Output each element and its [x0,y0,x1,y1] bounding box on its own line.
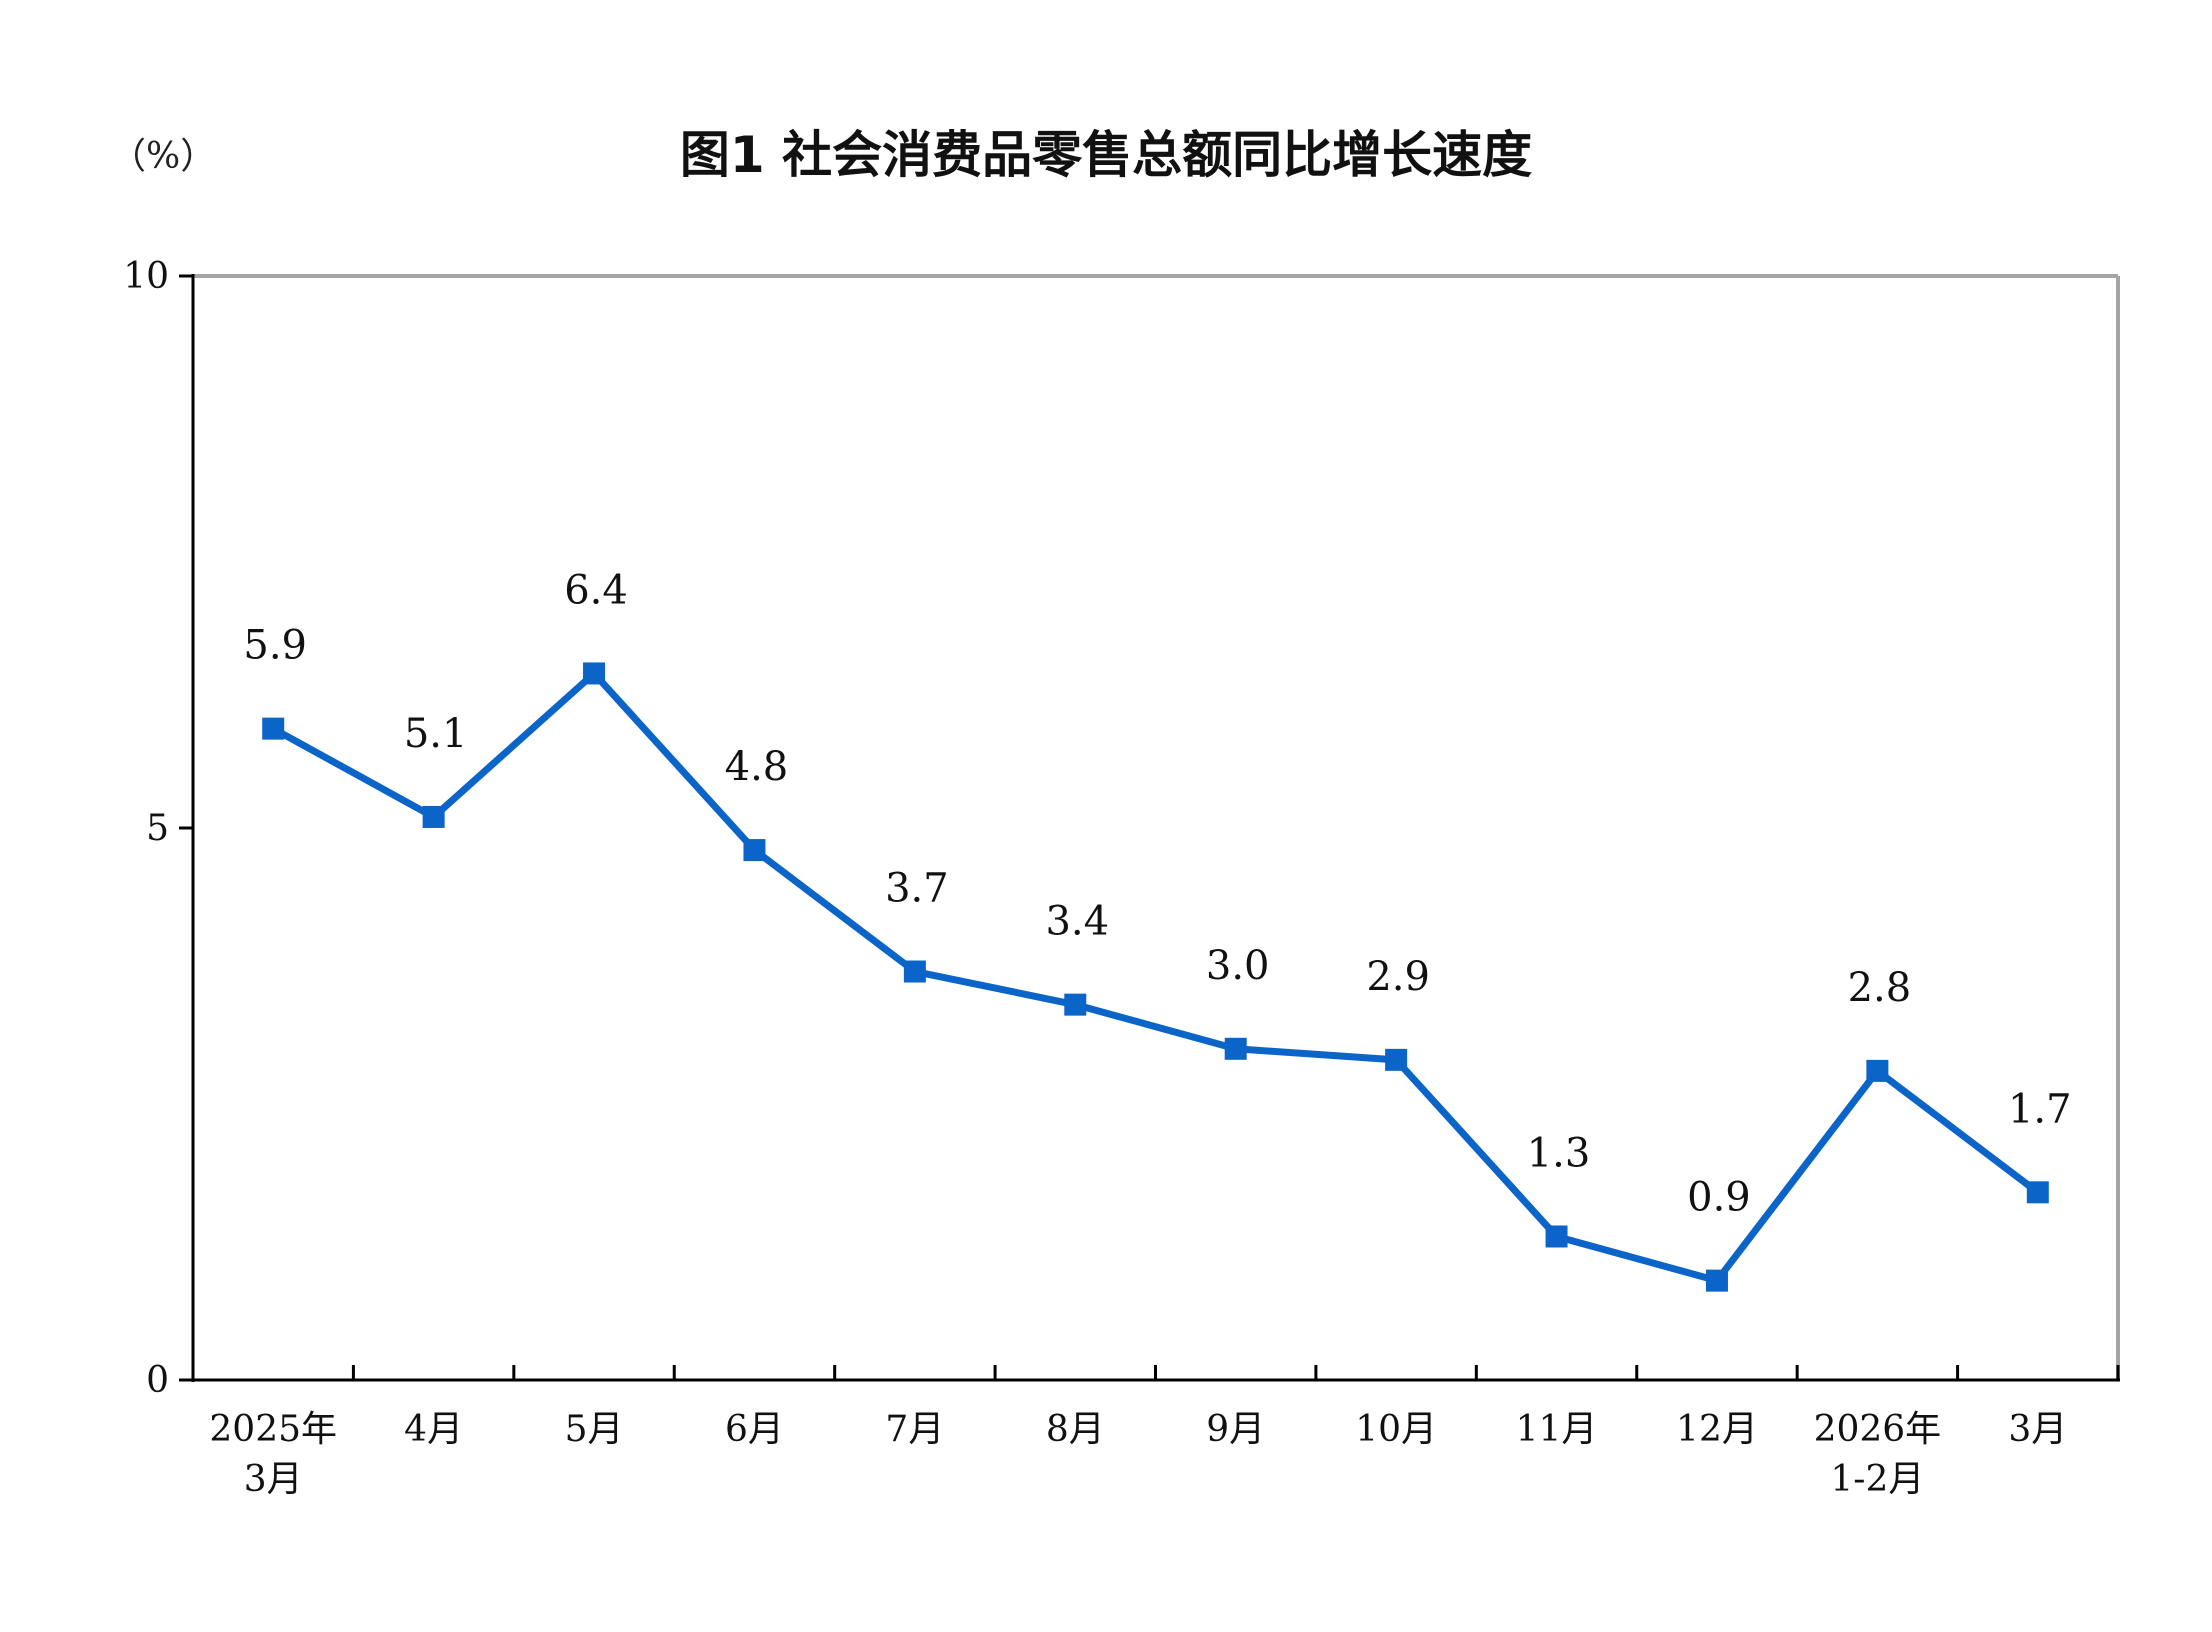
x-tick-label: 11月 [1516,1409,1598,1450]
data-point-marker [583,662,606,685]
data-point-marker [903,960,926,983]
data-point-marker [1545,1225,1568,1248]
series-line [269,669,2042,1285]
x-tick-label: 8月 [1046,1409,1105,1450]
x-tick-label: 2026年 1-2月 [1814,1409,1942,1500]
data-label: 2.8 [1848,965,1912,1011]
data-label: 2.9 [1366,954,1430,1000]
data-label: 6.4 [564,567,628,613]
x-tick-label: 9月 [1206,1409,1265,1450]
y-unit-label: （%） [110,136,216,177]
x-tick-label: 5月 [565,1409,624,1450]
x-tick-label: 10月 [1355,1409,1437,1450]
plot-area: 0 5 10 2025年 3月 4月 5月 6月 7月 8月 9月 10月 11月 12月 2026年 1-2… [123,256,2120,1500]
data-point-marker [1064,993,1087,1016]
y-tick-label: 10 [123,256,169,297]
data-label: 5.9 [243,623,307,669]
data-point-marker [1385,1048,1408,1071]
data-point-marker [1705,1269,1728,1292]
x-tick-label: 7月 [885,1409,944,1450]
x-tick-label: 6月 [725,1409,784,1450]
data-label: 0.9 [1687,1175,1751,1221]
data-label: 1.3 [1527,1130,1591,1176]
data-point-marker [2026,1181,2049,1204]
data-point-marker [1866,1059,1889,1082]
data-label: 3.7 [885,866,949,912]
y-tick-label: 5 [146,808,169,849]
x-tick-label: 2025年 3月 [209,1409,337,1500]
chart-title: 图1 社会消费品零售总额同比增长速度 [680,126,1532,184]
data-label: 5.1 [404,711,468,757]
y-tick-label: 0 [146,1360,169,1401]
data-point-marker [262,717,285,740]
data-point-marker [743,839,766,862]
data-label: 1.7 [2008,1086,2072,1132]
data-label: 3.0 [1206,943,1270,989]
data-point-marker [422,805,445,828]
x-tick-label: 12月 [1676,1409,1758,1450]
data-label: 3.4 [1045,899,1109,945]
x-tick-label: 3月 [2008,1409,2067,1450]
data-label: 4.8 [725,744,789,790]
x-tick-label: 4月 [404,1409,463,1450]
data-point-marker [1224,1037,1247,1060]
